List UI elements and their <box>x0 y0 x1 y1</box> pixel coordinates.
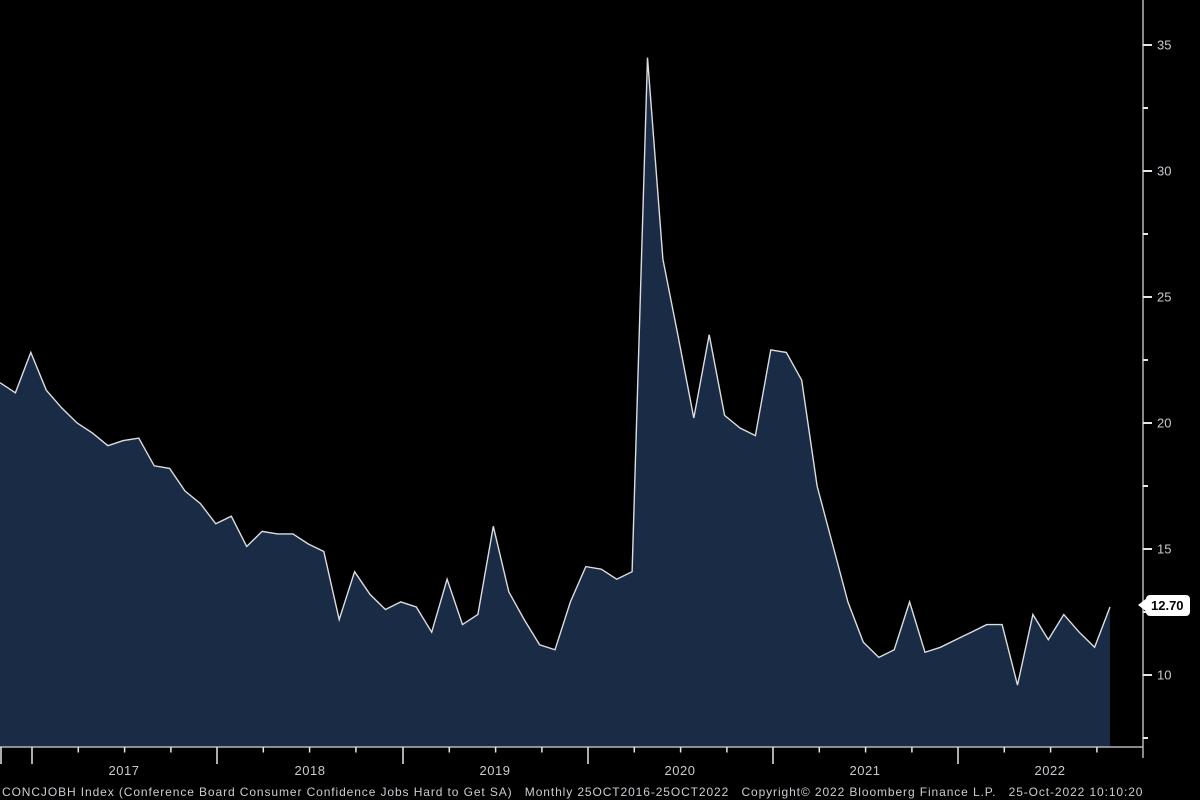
area-fill <box>0 57 1110 748</box>
year-label: 2022 <box>1035 763 1066 778</box>
year-label: 2021 <box>850 763 881 778</box>
last-price-label: 12.70 <box>1138 594 1190 616</box>
footer-copyright: Copyright© 2022 Bloomberg Finance L.P. <box>741 785 997 799</box>
year-label: 2017 <box>109 763 140 778</box>
y-axis-label: 10 <box>1157 668 1171 683</box>
y-axis-label: 15 <box>1157 542 1171 557</box>
year-label: 2018 <box>295 763 326 778</box>
y-axis-label: 25 <box>1157 290 1171 305</box>
footer-security-description: CONCJOBH Index (Conference Board Consume… <box>2 785 513 799</box>
year-label: 2019 <box>480 763 511 778</box>
y-axis-label: 35 <box>1157 38 1171 53</box>
footer-frequency-range: Monthly 25OCT2016-25OCT2022 <box>524 785 730 799</box>
y-axis-label: 20 <box>1157 416 1171 431</box>
year-label: 2020 <box>665 763 696 778</box>
chart-footer: CONCJOBH Index (Conference Board Consume… <box>2 785 1200 799</box>
y-axis-label: 30 <box>1157 164 1171 179</box>
footer-timestamp: 25-Oct-2022 10:10:20 <box>1008 785 1144 799</box>
price-line <box>0 57 1111 686</box>
